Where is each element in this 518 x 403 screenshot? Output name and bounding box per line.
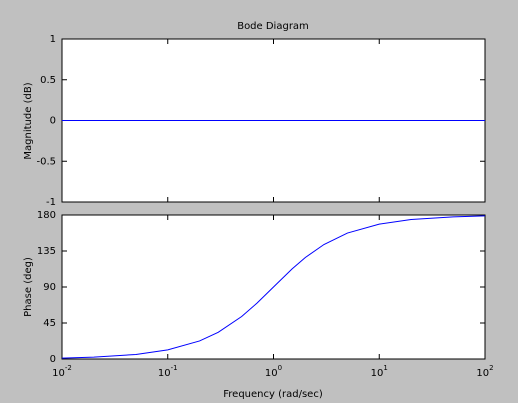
line bbox=[61, 215, 486, 359]
y-tick-label: -0.5 bbox=[36, 156, 56, 167]
y-tick-label: 90 bbox=[43, 282, 56, 293]
x-tick-label: 10-1 bbox=[158, 364, 178, 379]
y-axis-label: Phase (deg) bbox=[23, 257, 34, 317]
y-axis-label: Magnitude (dB) bbox=[23, 82, 34, 159]
x-tick-label: 102 bbox=[476, 364, 493, 379]
chart-title: Bode Diagram bbox=[237, 21, 309, 32]
y-tick-label: 0 bbox=[50, 116, 56, 127]
y-tick-label: 0 bbox=[50, 354, 56, 365]
y-tick-label: 135 bbox=[37, 246, 56, 257]
y-tick-label: -1 bbox=[46, 197, 56, 208]
x-tick-label: 100 bbox=[265, 364, 282, 379]
x-tick-label: 101 bbox=[371, 364, 388, 379]
x-tick-label: 10-2 bbox=[52, 364, 72, 379]
y-tick-label: 180 bbox=[37, 210, 56, 221]
y-tick-label: 45 bbox=[43, 318, 56, 329]
x-axis-label: Frequency (rad/sec) bbox=[223, 389, 323, 400]
y-tick-label: 0.5 bbox=[40, 75, 56, 86]
y-tick-label: 1 bbox=[50, 34, 56, 45]
